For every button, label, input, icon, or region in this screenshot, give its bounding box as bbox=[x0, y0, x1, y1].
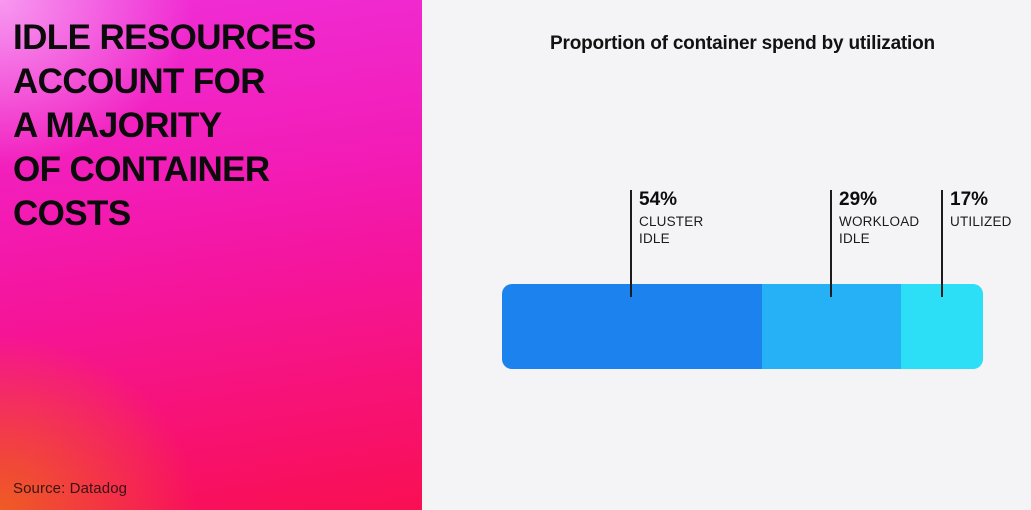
callout-category: WORKLOAD IDLE bbox=[839, 214, 920, 246]
callout-category: CLUSTER IDLE bbox=[639, 214, 704, 246]
callout-text: 54% CLUSTER IDLE bbox=[639, 190, 703, 247]
bar-segment-workload-idle bbox=[761, 284, 902, 369]
callout-percentage: 17% bbox=[950, 189, 989, 210]
callout-utilized: 17% UTILIZED bbox=[941, 190, 1012, 297]
callout-line bbox=[630, 190, 632, 297]
callout-text: 17% UTILIZED bbox=[950, 190, 1012, 230]
callout-text: 29% WORKLOAD IDLE bbox=[839, 190, 919, 247]
gradient-headline-panel: IDLE RESOURCES ACCOUNT FOR A MAJORITY OF… bbox=[0, 0, 422, 510]
chart-title: Proportion of container spend by utiliza… bbox=[550, 33, 935, 54]
callout-workload-idle: 29% WORKLOAD IDLE bbox=[830, 190, 919, 297]
callout-cluster-idle: 54% CLUSTER IDLE bbox=[630, 190, 703, 297]
stacked-bar bbox=[502, 284, 983, 369]
headline: IDLE RESOURCES ACCOUNT FOR A MAJORITY OF… bbox=[13, 18, 316, 233]
callout-line bbox=[830, 190, 832, 297]
bar-segment-utilized bbox=[901, 284, 983, 369]
callout-line bbox=[941, 190, 943, 297]
callout-percentage: 29% bbox=[839, 189, 878, 210]
callout-percentage: 54% bbox=[639, 189, 678, 210]
callout-category: UTILIZED bbox=[950, 214, 1012, 229]
chart-panel: Proportion of container spend by utiliza… bbox=[422, 0, 1031, 510]
bar-segment-cluster-idle bbox=[502, 284, 762, 369]
source-note: Source: Datadog bbox=[13, 480, 128, 497]
